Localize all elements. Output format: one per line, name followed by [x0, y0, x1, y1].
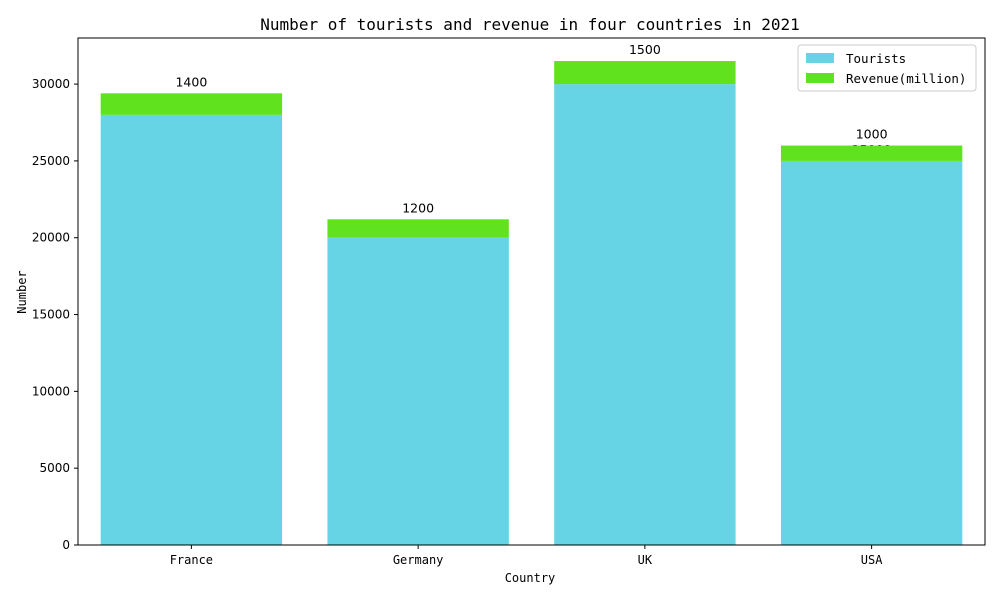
plot-frame	[77, 37, 986, 546]
bar-usa-series-1	[780, 145, 963, 161]
y-tick-label: 25000	[32, 154, 70, 168]
y-tick-label: 15000	[32, 308, 70, 322]
legend-box	[797, 44, 977, 92]
y-tick-label: 30000	[32, 77, 70, 91]
bar-germany-series-0	[327, 237, 509, 545]
legend-label-0: Tourists	[846, 51, 906, 66]
data-label-uk-series-1: 1500	[629, 42, 661, 57]
legend-swatch-0	[806, 53, 834, 63]
bar-france-series-0	[100, 114, 283, 546]
bar-france-series-1	[100, 93, 283, 115]
y-axis-label: Number	[15, 270, 29, 313]
chart-title: Number of tourists and revenue in four c…	[260, 15, 799, 34]
x-tick-label-germany: Germany	[393, 553, 444, 567]
y-tick-label: 5000	[39, 461, 70, 475]
bar-usa-series-0	[780, 160, 963, 545]
y-tick-label: 0	[62, 538, 70, 552]
plot-area: 280001400France200001200Germany300001500…	[32, 37, 986, 567]
y-tick-label: 20000	[32, 231, 70, 245]
data-label-germany-series-1: 1200	[402, 200, 434, 215]
bar-germany-series-1	[327, 219, 509, 238]
legend: Tourists Revenue(million)	[797, 44, 977, 92]
y-tick-label: 10000	[32, 384, 70, 398]
data-label-usa-series-1: 1000	[856, 127, 888, 142]
x-axis-label: Country	[505, 571, 556, 585]
bar-uk-series-1	[554, 61, 736, 85]
legend-label-1: Revenue(million)	[846, 71, 966, 86]
x-tick-label-uk: UK	[638, 553, 653, 567]
legend-swatch-1	[806, 73, 834, 83]
bar-uk-series-0	[554, 84, 736, 545]
data-label-france-series-1: 1400	[175, 74, 207, 89]
x-tick-label-france: France	[170, 553, 213, 567]
x-tick-label-usa: USA	[861, 553, 883, 567]
